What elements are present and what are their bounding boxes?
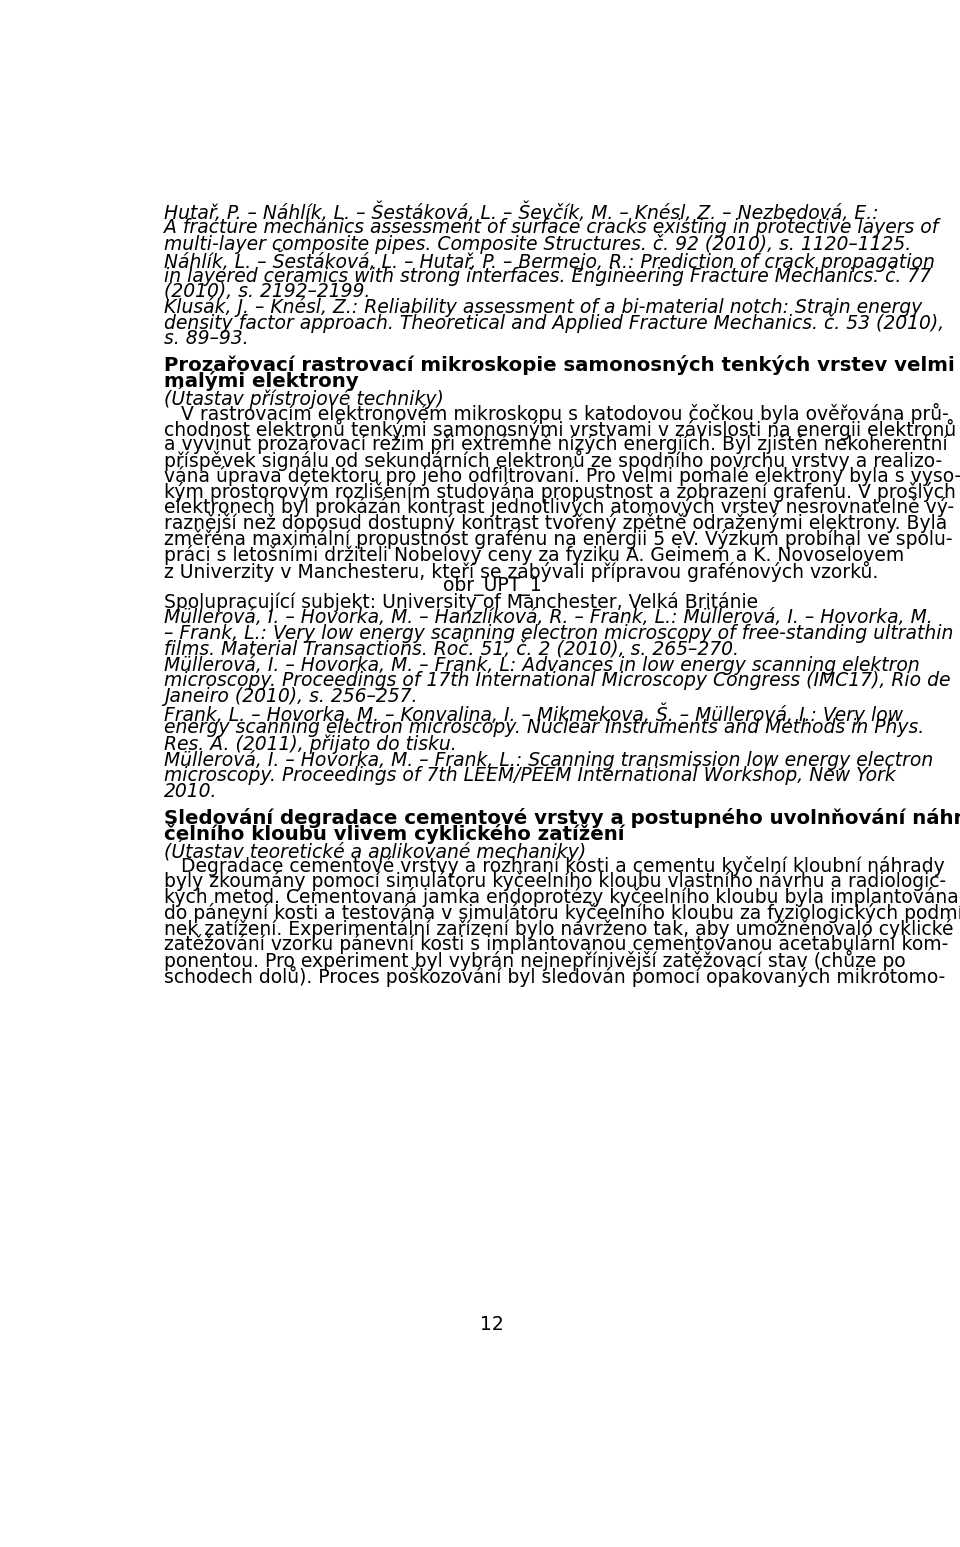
Text: Prozařovací rastrovací mikroskopie samonosných tenkých vrstev velmi po-: Prozařovací rastrovací mikroskopie samon… bbox=[164, 356, 960, 376]
Text: čelního kloubu vlivem cyklického zatížení: čelního kloubu vlivem cyklického zatížen… bbox=[164, 825, 625, 845]
Text: ponentou. Pro experiment byl vybrán nejnepřínivější zatěžovací stav (chůze po: ponentou. Pro experiment byl vybrán nejn… bbox=[164, 950, 906, 972]
Text: zatěžování vzorku pánevní kosti s implantovanou cementovanou acetabulární kom-: zatěžování vzorku pánevní kosti s implan… bbox=[164, 934, 948, 954]
Text: (Útastav přístrojové techniky): (Útastav přístrojové techniky) bbox=[164, 387, 444, 410]
Text: films. Material Transactions. Roč. 51, č. 2 (2010), s. 265–270.: films. Material Transactions. Roč. 51, č… bbox=[164, 639, 739, 659]
Text: Náhlík, L. – Šestáková, L. – Hutař, P. – Bermejo, R.: Prediction of crack propag: Náhlík, L. – Šestáková, L. – Hutař, P. –… bbox=[164, 251, 935, 272]
Text: Klusák, J. – Knésl, Z.: Reliability assessment of a bi-material notch: Strain en: Klusák, J. – Knésl, Z.: Reliability asse… bbox=[164, 297, 923, 317]
Text: in layered ceramics with strong interfaces. Engineering Fracture Mechanics. č. 7: in layered ceramics with strong interfac… bbox=[164, 266, 931, 286]
Text: Spolupracující subjekt: University of Manchester, Velká Británie: Spolupracující subjekt: University of Ma… bbox=[164, 593, 758, 613]
Text: A fracture mechanics assessment of surface cracks existing in protective layers : A fracture mechanics assessment of surfa… bbox=[164, 218, 939, 237]
Text: Sledování degradace cementové vrstvy a postupného uvolnňování náhrady ky-: Sledování degradace cementové vrstvy a p… bbox=[164, 808, 960, 828]
Text: Frank, L. – Hovorka, M. – Konvalina, I. – Mikmekova, Š. – Müllerová, I.: Very lo: Frank, L. – Hovorka, M. – Konvalina, I. … bbox=[164, 702, 903, 726]
Text: a vyvinut prozařovací režim při extrémně nízých energiích. Byl zjištěn nekoheren: a vyvinut prozařovací režim při extrémně… bbox=[164, 435, 948, 455]
Text: příspěvek signálu od sekundárních elektronů ze spodního povrchu vrstvy a realizo: příspěvek signálu od sekundárních elektr… bbox=[164, 450, 943, 472]
Text: změřena maximální propustnost grafénu na energii 5 eV. Výzkum probíhal ve spolu-: změřena maximální propustnost grafénu na… bbox=[164, 529, 952, 549]
Text: Degradace cementové vrstvy a rozhraní kosti a cementu kyčelní kloubní náhrady: Degradace cementové vrstvy a rozhraní ko… bbox=[181, 855, 945, 876]
Text: vána úprava detektoru pro jeho odfiltrovaní. Pro velmi pomalé elektrony byla s v: vána úprava detektoru pro jeho odfiltrov… bbox=[164, 466, 960, 486]
Text: Res. A. (2011), přijato do tisku.: Res. A. (2011), přijato do tisku. bbox=[164, 735, 457, 753]
Text: obr_UPT_1: obr_UPT_1 bbox=[443, 577, 541, 597]
Text: elektronech byl prokázán kontrast jednotlivých atomových vrstev nesrovnatelně vý: elektronech byl prokázán kontrast jednot… bbox=[164, 498, 954, 518]
Text: kých metod. Cementovaná jamka endoprotézy kyčeelního kloubu byla implantována: kých metod. Cementovaná jamka endoprotéz… bbox=[164, 886, 959, 907]
Text: z Univerzity v Manchesteru, kteří se zabývali přípravou grafénových vzorků.: z Univerzity v Manchesteru, kteří se zab… bbox=[164, 560, 878, 582]
Text: byly zkoumány pomocí simulátoru kyčeelního kloubu vlastního návrhu a radiologic-: byly zkoumány pomocí simulátoru kyčeelní… bbox=[164, 871, 947, 891]
Text: kým prostorovým rozlišením studována propustnost a zobrazení grafenu. V prošlých: kým prostorovým rozlišením studována pro… bbox=[164, 481, 956, 501]
Text: do pánevní kosti a testována v simulátoru kyčeelního kloubu za fyziologických po: do pánevní kosti a testována v simulátor… bbox=[164, 903, 960, 924]
Text: schodech dolů). Proces poškozování byl sledován pomocí opakovaných mikrotomo-: schodech dolů). Proces poškozování byl s… bbox=[164, 965, 946, 987]
Text: 2010.: 2010. bbox=[164, 781, 218, 801]
Text: nek zatížení. Experimentální zařízení bylo navrženo tak, aby umožněnovalo cyklic: nek zatížení. Experimentální zařízení by… bbox=[164, 919, 953, 939]
Text: (Útastav teoretické a aplikované mechaniky): (Útastav teoretické a aplikované mechani… bbox=[164, 840, 587, 862]
Text: Müllerová, I. – Hovorka, M. – Frank, L: Advances in low energy scanning elektron: Müllerová, I. – Hovorka, M. – Frank, L: … bbox=[164, 656, 920, 676]
Text: práci s letošními držiteli Nobelovy ceny za fyziku A. Geimem a K. Novoselovem: práci s letošními držiteli Nobelovy ceny… bbox=[164, 545, 904, 565]
Text: Janeiro (2010), s. 256–257.: Janeiro (2010), s. 256–257. bbox=[164, 687, 418, 705]
Text: s. 89–93.: s. 89–93. bbox=[164, 330, 249, 348]
Text: energy scanning electron microscopy. Nuclear Instruments and Methods in Phys.: energy scanning electron microscopy. Nuc… bbox=[164, 718, 924, 738]
Text: microscopy. Proceedings of 7th LEEM/PEEM International Workshop, New York: microscopy. Proceedings of 7th LEEM/PEEM… bbox=[164, 766, 896, 784]
Text: microscopy. Proceedings of 17th International Microscopy Congress (IMC17), Rio d: microscopy. Proceedings of 17th Internat… bbox=[164, 671, 950, 690]
Text: V rastrovacím elektronovém mikroskopu s katodovou čočkou byla ověřována prů-: V rastrovacím elektronovém mikroskopu s … bbox=[181, 402, 949, 424]
Text: Müllerová, I. – Hovorka, M. – Frank, L.: Scanning transmission low energy electr: Müllerová, I. – Hovorka, M. – Frank, L.:… bbox=[164, 750, 933, 770]
Text: 12: 12 bbox=[480, 1315, 504, 1335]
Text: density factor approach. Theoretical and Applied Fracture Mechanics. č. 53 (2010: density factor approach. Theoretical and… bbox=[164, 312, 945, 333]
Text: raznější než doposud dostupný kontrast tvořený zpětně odraženými elektrony. Byla: raznější než doposud dostupný kontrast t… bbox=[164, 514, 948, 534]
Text: multi-layer composite pipes. Composite Structures. č. 92 (2010), s. 1120–1125.: multi-layer composite pipes. Composite S… bbox=[164, 234, 911, 254]
Text: Müllerová, I. – Hovorka, M. – Hanzlíková, R. – Frank, L.: Müllerová, I. – Hovork: Müllerová, I. – Hovorka, M. – Hanzlíková… bbox=[164, 608, 933, 627]
Text: (2010), s. 2192–2199.: (2010), s. 2192–2199. bbox=[164, 282, 371, 300]
Text: Hutař, P. – Náhlík, L. – Šestáková, L. – Ševčík, M. – Knésl, Z. – Nezbedová, E.:: Hutař, P. – Náhlík, L. – Šestáková, L. –… bbox=[164, 203, 878, 223]
Text: chodnost elektronů tenkými samonosnými vrstvami v závislosti na energii elektron: chodnost elektronů tenkými samonosnými v… bbox=[164, 419, 956, 439]
Text: – Frank, L.: Very low energy scanning electron microscopy of free-standing ultra: – Frank, L.: Very low energy scanning el… bbox=[164, 623, 953, 642]
Text: malými elektrony: malými elektrony bbox=[164, 371, 359, 391]
